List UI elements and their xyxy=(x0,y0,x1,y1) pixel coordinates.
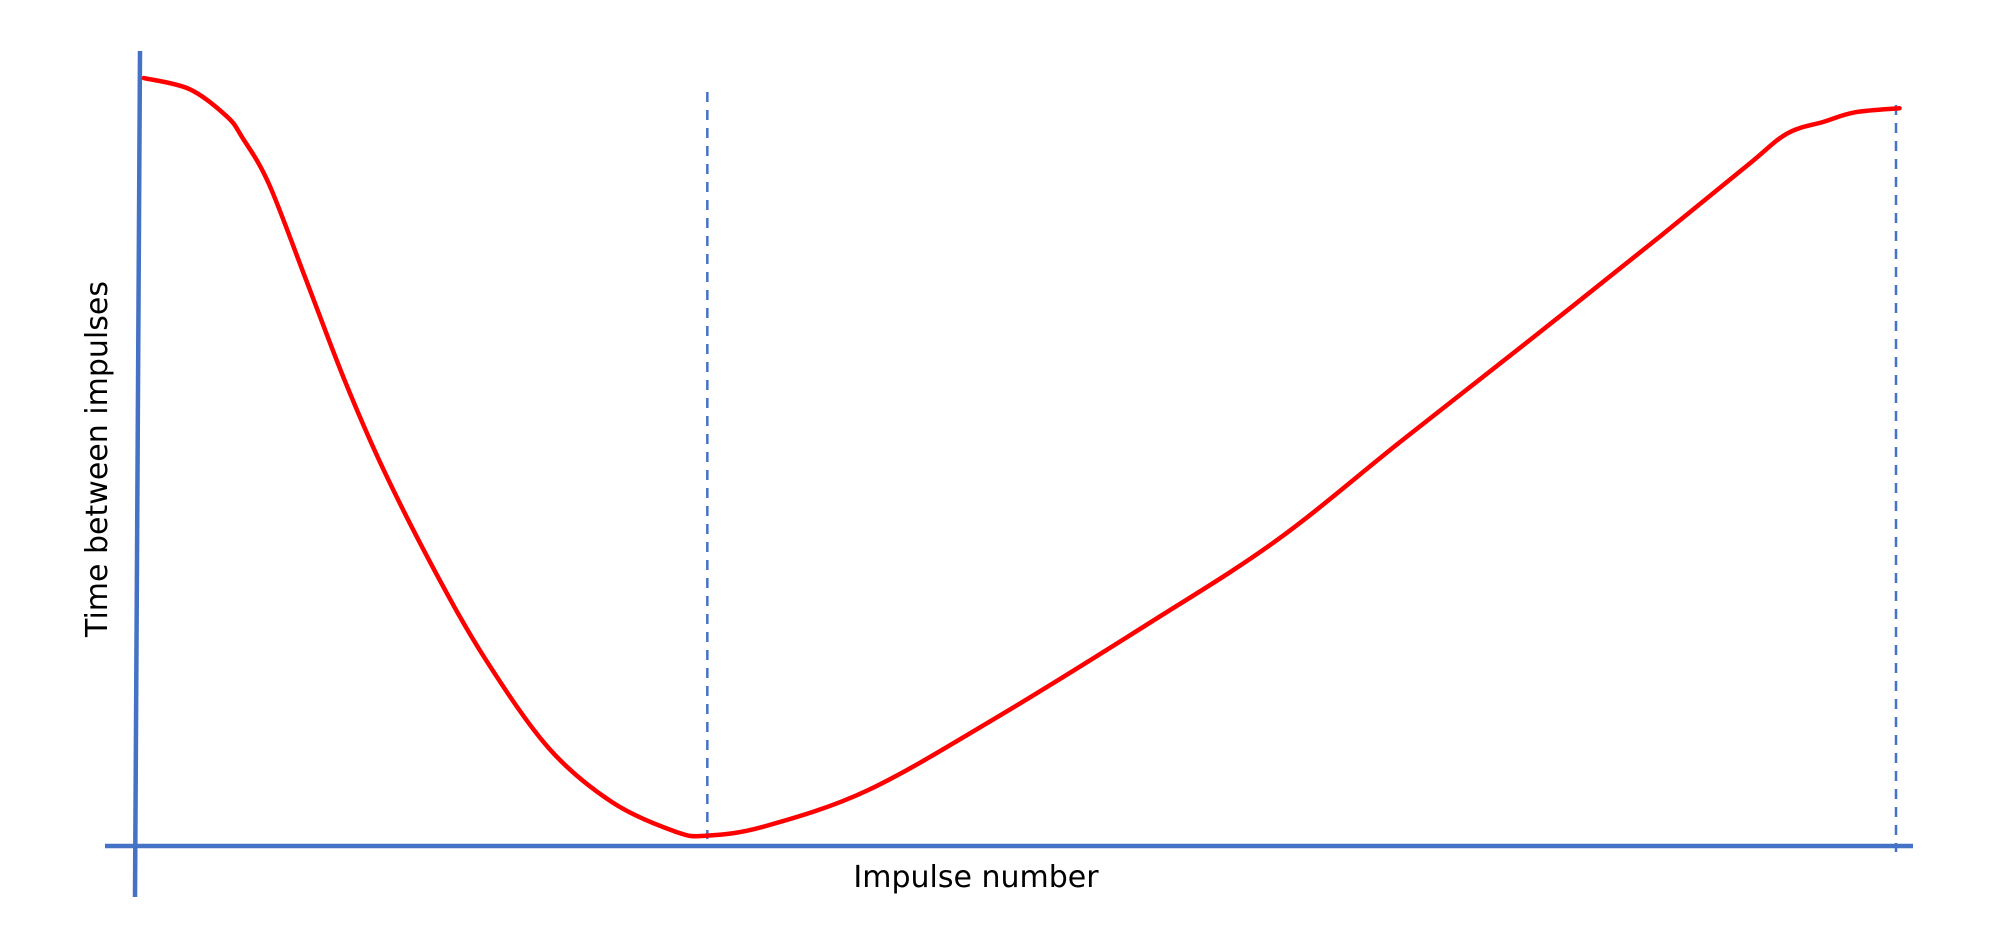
y-axis xyxy=(132,50,143,898)
y-axis-label: Time between impulses xyxy=(80,281,115,638)
reference-lines xyxy=(706,92,1898,852)
series-line xyxy=(141,75,1902,839)
x-axis-label: Impulse number xyxy=(853,860,1099,895)
